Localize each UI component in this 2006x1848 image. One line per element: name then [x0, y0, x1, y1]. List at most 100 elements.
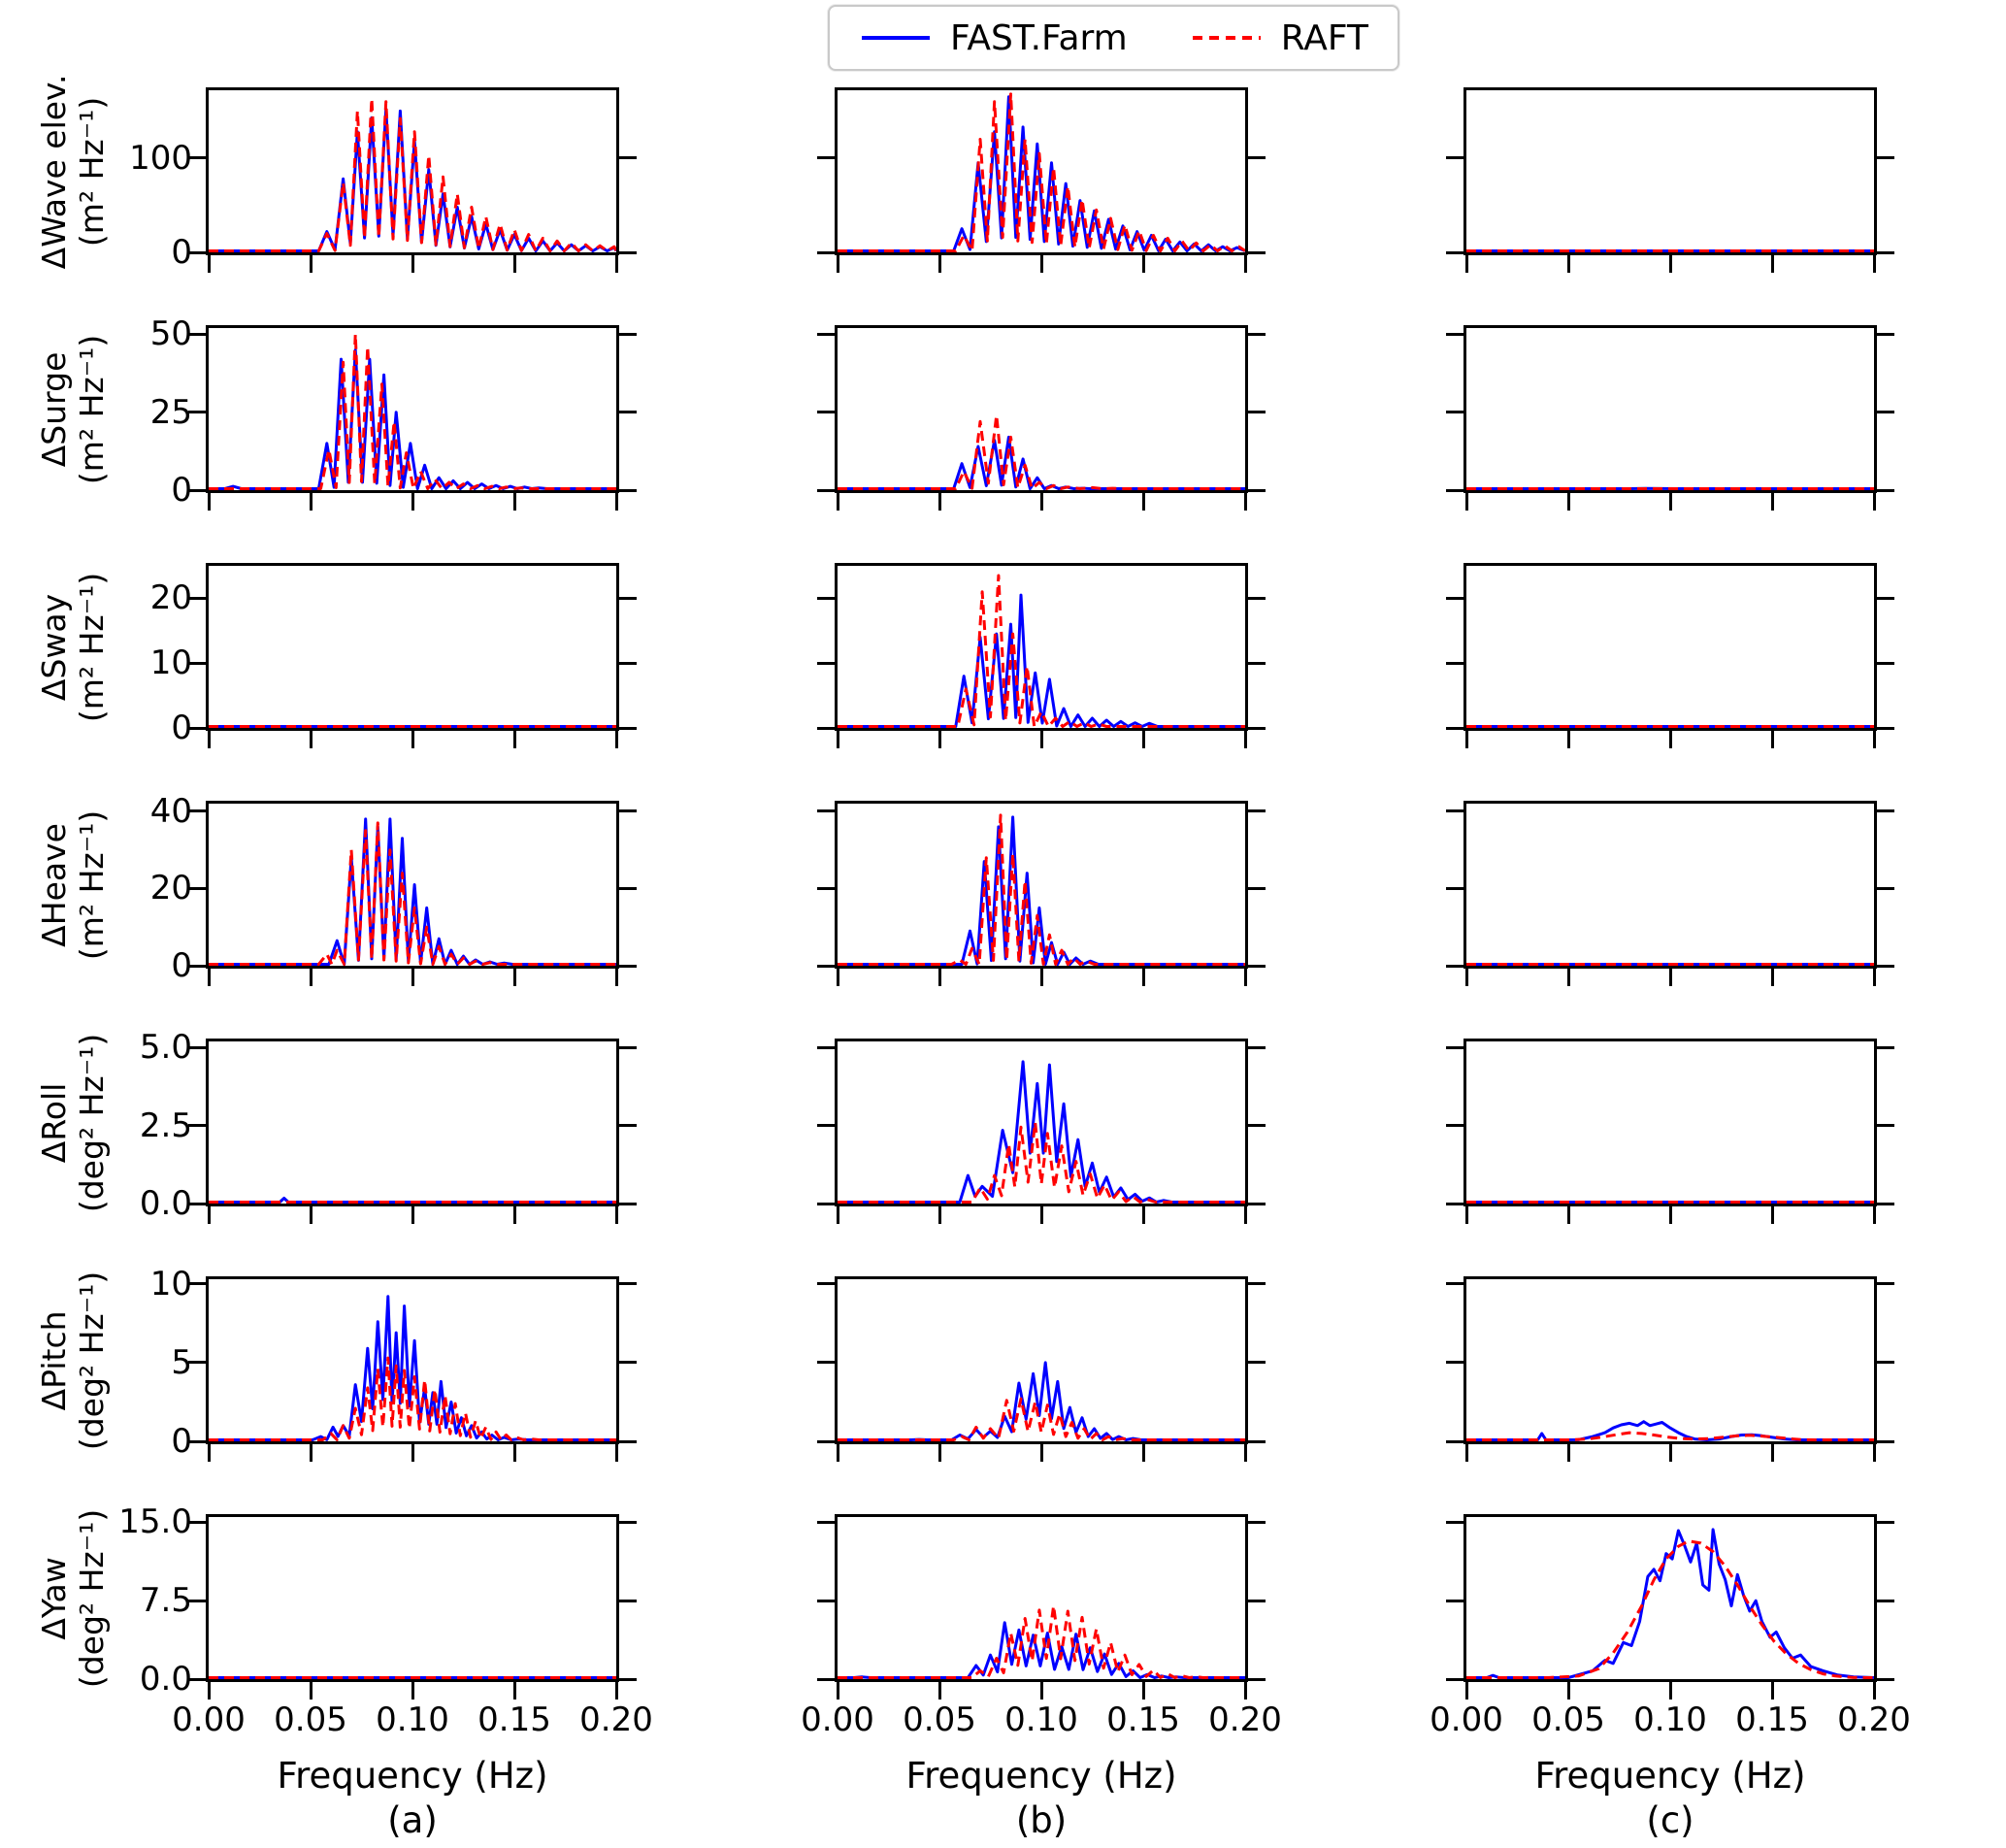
x-tick: [512, 1682, 516, 1700]
y-tick: [817, 1520, 835, 1524]
y-tick: [188, 488, 206, 492]
y-tick: [188, 411, 206, 414]
x-tick: [1039, 731, 1043, 748]
y-tick: [188, 1045, 206, 1049]
y-tick: [1446, 1045, 1463, 1049]
subplot-sway-b: [817, 563, 1266, 748]
x-tick: [614, 493, 618, 511]
legend-label-raft: RAFT: [1280, 17, 1368, 58]
x-tick: [309, 1206, 312, 1224]
y-tick: [1877, 156, 1894, 160]
subplot-wave-elev-a: [188, 87, 637, 273]
y-tick: [1877, 1124, 1894, 1128]
y-tick: [188, 1677, 206, 1681]
x-tick: [411, 969, 414, 986]
y-tick: [619, 1599, 637, 1602]
x-tick: [1243, 493, 1247, 511]
x-tick: [1668, 255, 1672, 273]
series-canvas: [1466, 249, 1874, 252]
y-tick: [188, 596, 206, 600]
y-tick-label: 0: [171, 709, 192, 747]
y-tick-label: 0.0: [139, 1660, 192, 1699]
y-tick: [1248, 726, 1266, 730]
x-tick: [1566, 969, 1570, 986]
x-tick: [309, 1444, 312, 1462]
series-canvas: [1466, 1528, 1874, 1679]
y-tick-label: 0: [171, 1422, 192, 1461]
x-tick: [309, 255, 312, 273]
series-canvas: [838, 1060, 1245, 1204]
y-tick: [619, 809, 637, 813]
y-tick: [817, 661, 835, 665]
x-tick: [1141, 493, 1145, 511]
y-tick: [1877, 1677, 1894, 1681]
x-tick: [937, 1682, 941, 1700]
x-tick: [1770, 1444, 1774, 1462]
x-tick: [614, 1444, 618, 1462]
y-tick: [619, 156, 637, 160]
y-tick-label: 20: [149, 869, 192, 908]
y-tick: [619, 964, 637, 968]
x-tick: [512, 255, 516, 273]
legend: FAST.Farm RAFT: [828, 5, 1399, 71]
y-tick: [1877, 1045, 1894, 1049]
x-tick: [1039, 493, 1043, 511]
y-tick: [1877, 596, 1894, 600]
x-tick: [207, 1682, 211, 1700]
x-tick-label: 0.05: [274, 1700, 347, 1739]
x-tick: [1243, 969, 1247, 986]
y-tick: [817, 809, 835, 813]
legend-label-fastfarm: FAST.Farm: [950, 17, 1128, 58]
subplot-pitch-c: [1446, 1276, 1894, 1462]
x-tick: [207, 1444, 211, 1462]
x-tick: [1872, 1444, 1876, 1462]
x-tick: [1141, 1682, 1145, 1700]
x-tick-label: 0.20: [1837, 1700, 1911, 1739]
x-tick: [937, 1444, 941, 1462]
x-tick: [1566, 493, 1570, 511]
y-tick: [1446, 1439, 1463, 1443]
series-canvas: [838, 1604, 1245, 1679]
x-tick: [1566, 1444, 1570, 1462]
subplot-caption: (a): [387, 1799, 438, 1841]
y-tick: [188, 726, 206, 730]
y-tick: [188, 661, 206, 665]
y-tick: [1248, 1439, 1266, 1443]
subplot-roll-a: [188, 1039, 637, 1224]
y-tick: [1446, 411, 1463, 414]
x-tick: [1566, 731, 1570, 748]
x-tick: [512, 1206, 516, 1224]
y-tick: [1446, 661, 1463, 665]
x-tick: [614, 731, 618, 748]
y-tick: [1446, 156, 1463, 160]
x-tick-label: 0.15: [1735, 1700, 1809, 1739]
y-tick-label: 15.0: [118, 1502, 192, 1542]
x-tick: [836, 493, 839, 511]
series-canvas: [1466, 486, 1874, 490]
series-line-raft: [1466, 1431, 1874, 1441]
y-tick: [619, 1202, 637, 1205]
y-tick-label: 0: [171, 233, 192, 272]
y-tick: [1248, 809, 1266, 813]
y-tick-label: 100: [129, 138, 192, 178]
subplot-wave-elev-c: [1446, 87, 1894, 273]
x-tick: [937, 493, 941, 511]
subplot-heave-a: [188, 801, 637, 986]
x-tick: [309, 493, 312, 511]
y-tick: [817, 1202, 835, 1205]
y-tick: [1446, 596, 1463, 600]
series-canvas: [838, 1361, 1245, 1441]
y-axis-label-line1: ΔYaw: [35, 1556, 74, 1640]
subplot-surge-b: [817, 325, 1266, 511]
series-line-raft: [838, 1604, 1245, 1679]
x-tick: [1464, 1682, 1468, 1700]
series-line-fast-farm: [838, 815, 1245, 966]
y-tick: [619, 1282, 637, 1286]
series-canvas: [838, 92, 1245, 252]
y-tick: [1446, 1361, 1463, 1365]
y-tick: [188, 1124, 206, 1128]
y-tick: [188, 1361, 206, 1365]
series-canvas: [838, 413, 1245, 490]
y-tick: [1248, 886, 1266, 890]
x-tick: [1872, 255, 1876, 273]
